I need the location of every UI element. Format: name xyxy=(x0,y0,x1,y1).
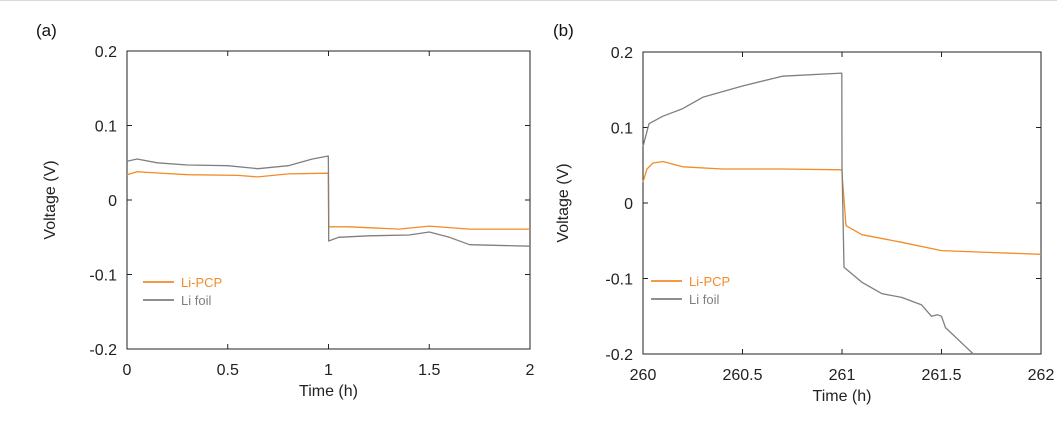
y-tick-label: 0.1 xyxy=(95,119,117,136)
x-tick-label: 1.5 xyxy=(418,362,440,379)
y-tick-label: -0.1 xyxy=(605,272,633,289)
y-axis-label: Voltage (V) xyxy=(42,160,59,239)
x-tick-label: 261 xyxy=(829,367,856,384)
x-tick-label: 0 xyxy=(123,362,132,379)
y-tick-label: 0 xyxy=(624,196,633,213)
x-tick-label: 260.5 xyxy=(722,367,762,384)
x-tick-label: 262 xyxy=(1028,367,1055,384)
legend-label: Li-PCP xyxy=(181,275,222,290)
y-tick-label: -0.1 xyxy=(89,268,117,285)
x-axis-label: Time (h) xyxy=(813,388,872,405)
x-tick-label: 261.5 xyxy=(921,367,961,384)
panel-label: (b) xyxy=(553,21,574,40)
panel-label: (a) xyxy=(36,21,57,40)
legend-label: Li foil xyxy=(181,293,211,308)
y-axis-label: Voltage (V) xyxy=(555,163,572,242)
x-tick-label: 2 xyxy=(526,362,535,379)
y-tick-label: 0 xyxy=(108,193,117,210)
x-axis-label: Time (h) xyxy=(299,383,358,400)
series-line-li-foil xyxy=(126,155,531,247)
series-line-li-foil xyxy=(642,72,974,355)
x-tick-label: 260 xyxy=(630,367,657,384)
chart-panel-a: 0.2 0.1 0 -0.1 -0.2 0 0.5 1 1.5 2 Time (h) Voltage … xyxy=(36,21,535,400)
x-tick-label: 0.5 xyxy=(217,362,239,379)
y-tick-label: -0.2 xyxy=(89,342,117,359)
legend-label: Li-PCP xyxy=(689,274,730,289)
y-tick-label: 0.2 xyxy=(611,45,633,62)
x-tick-label: 1 xyxy=(324,362,333,379)
chart-panel-b: 0.2 0.1 0 -0.1 -0.2 260 260.5 261 261.5 262 Time (… xyxy=(553,21,1054,405)
legend-label: Li foil xyxy=(689,292,719,307)
y-tick-label: -0.2 xyxy=(605,347,633,364)
y-tick-label: 0.1 xyxy=(611,121,633,138)
top-divider xyxy=(0,0,1057,1)
y-tick-label: 0.2 xyxy=(95,44,117,61)
